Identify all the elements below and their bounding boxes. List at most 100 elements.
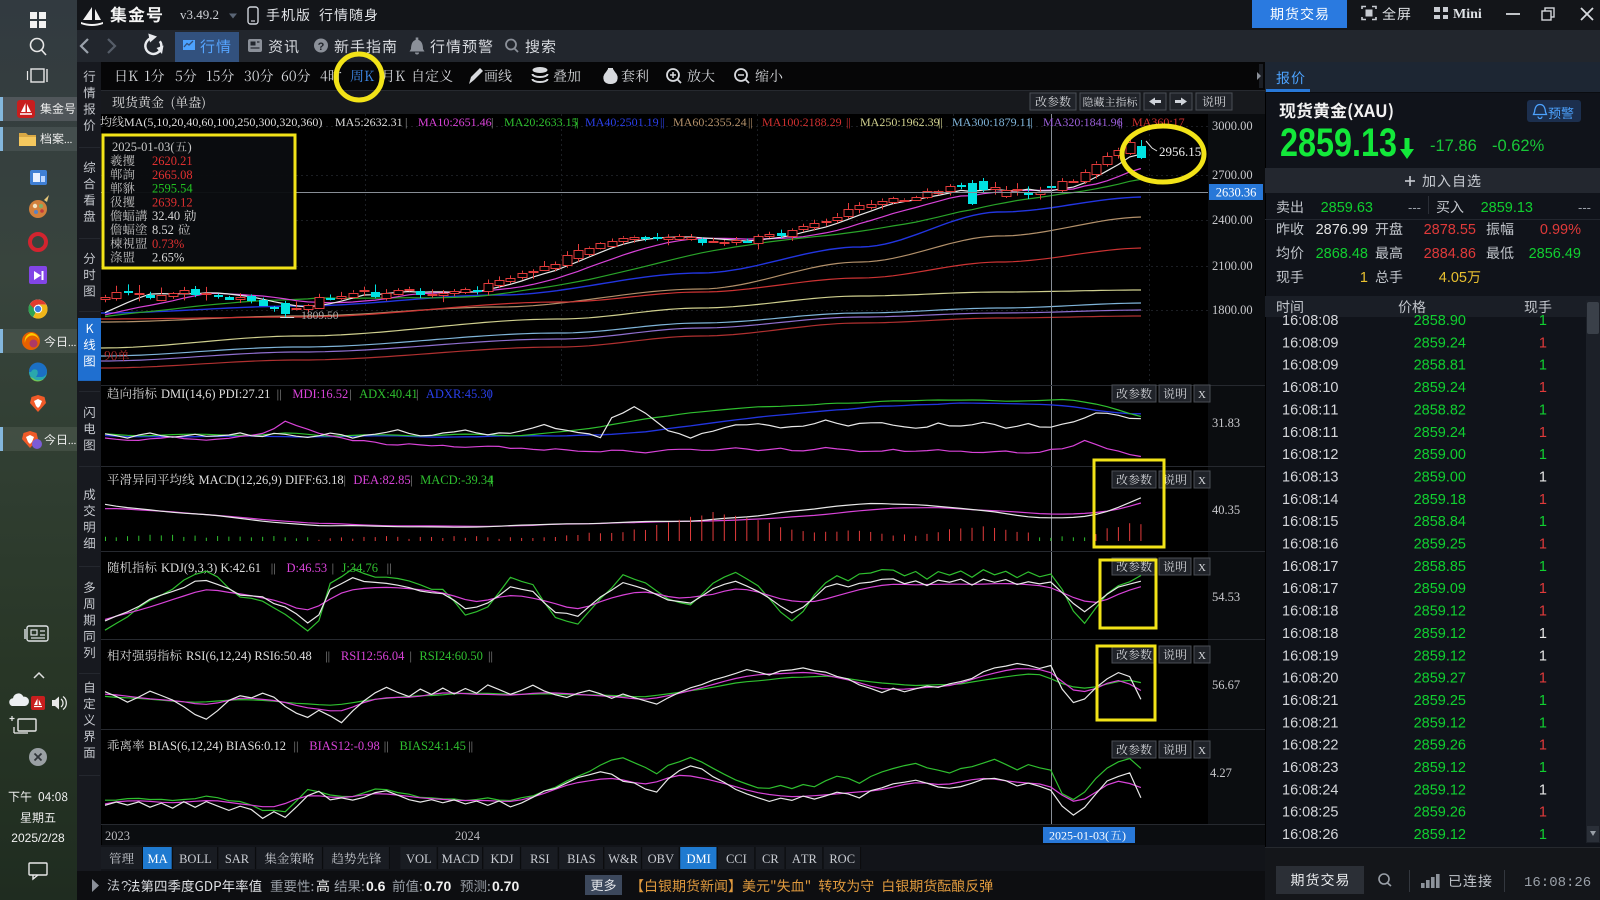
svg-text:2884.86: 2884.86 bbox=[1424, 246, 1476, 262]
svg-text:MACD: MACD bbox=[442, 852, 480, 866]
svg-text:40.35: 40.35 bbox=[1212, 503, 1240, 517]
svg-text:16:08:25: 16:08:25 bbox=[1282, 805, 1338, 821]
svg-text:2859.12: 2859.12 bbox=[1414, 626, 1466, 642]
svg-text:16:08:24: 16:08:24 bbox=[1282, 782, 1338, 798]
svg-text:2700.00: 2700.00 bbox=[1212, 168, 1253, 182]
svg-text:X: X bbox=[1198, 389, 1206, 401]
svg-text:BIAS(6,12,24) BIAS6:0.12: BIAS(6,12,24) BIAS6:0.12 bbox=[149, 739, 287, 753]
svg-text:16:08:17: 16:08:17 bbox=[1282, 581, 1338, 597]
svg-text:DEA:82.85: DEA:82.85 bbox=[353, 473, 410, 487]
svg-text:ROC: ROC bbox=[829, 852, 855, 866]
svg-text:MA250:1962.39: MA250:1962.39 bbox=[860, 115, 940, 129]
svg-text:2858.82: 2858.82 bbox=[1414, 402, 1466, 418]
svg-text:16:08:10: 16:08:10 bbox=[1282, 380, 1338, 396]
svg-text:2859.25: 2859.25 bbox=[1414, 537, 1466, 553]
svg-text:RSI24:60.50: RSI24:60.50 bbox=[419, 649, 483, 663]
svg-text:?: ? bbox=[318, 41, 325, 53]
svg-text:||: || bbox=[384, 739, 389, 753]
svg-text:v3.49.2: v3.49.2 bbox=[180, 7, 219, 22]
svg-text:2665.08: 2665.08 bbox=[152, 168, 193, 182]
svg-text:1: 1 bbox=[1539, 626, 1547, 642]
svg-text:54.53: 54.53 bbox=[1212, 590, 1240, 604]
svg-text:RSI12:56.04: RSI12:56.04 bbox=[341, 649, 405, 663]
svg-text:2868.48: 2868.48 bbox=[1316, 246, 1368, 262]
svg-text:||: || bbox=[294, 739, 299, 753]
svg-text:DMI: DMI bbox=[686, 852, 710, 866]
svg-text:||: || bbox=[468, 739, 473, 753]
svg-text:2595.54: 2595.54 bbox=[152, 182, 193, 196]
svg-text:16:08:16: 16:08:16 bbox=[1282, 537, 1338, 553]
svg-text:2859.12: 2859.12 bbox=[1414, 760, 1466, 776]
svg-text:1: 1 bbox=[1539, 648, 1547, 664]
svg-text:2859.25: 2859.25 bbox=[1414, 693, 1466, 709]
svg-text:56.67: 56.67 bbox=[1212, 678, 1240, 692]
svg-text:||: || bbox=[277, 387, 282, 401]
svg-text:SAR: SAR bbox=[225, 852, 250, 866]
svg-text:MA5:2632.31: MA5:2632.31 bbox=[335, 115, 403, 129]
svg-text:DMI(14,6) PDI:27.21: DMI(14,6) PDI:27.21 bbox=[161, 387, 270, 401]
svg-text:2876.99: 2876.99 bbox=[1316, 222, 1368, 238]
svg-text:16:08:19: 16:08:19 bbox=[1282, 648, 1338, 664]
svg-text:1: 1 bbox=[1539, 469, 1547, 485]
svg-text:CR: CR bbox=[762, 852, 779, 866]
svg-text:1800.00: 1800.00 bbox=[1212, 303, 1253, 317]
svg-text:2859.24: 2859.24 bbox=[1414, 335, 1466, 351]
svg-text:MA320:1841.96: MA320:1841.96 bbox=[1043, 115, 1123, 129]
svg-text:ADXR:45.30: ADXR:45.30 bbox=[426, 387, 493, 401]
svg-text:2100.00: 2100.00 bbox=[1212, 259, 1253, 273]
svg-text:16:08:15: 16:08:15 bbox=[1282, 514, 1338, 530]
svg-text:2859.13: 2859.13 bbox=[1481, 200, 1533, 216]
svg-text:1: 1 bbox=[1539, 715, 1547, 731]
svg-text:W&R: W&R bbox=[608, 852, 639, 866]
svg-text:2859.24: 2859.24 bbox=[1414, 380, 1466, 396]
svg-text:2858.85: 2858.85 bbox=[1414, 559, 1466, 575]
svg-text:OBV: OBV bbox=[648, 852, 674, 866]
svg-text:2859.18: 2859.18 bbox=[1414, 492, 1466, 508]
svg-text:MA20:2633.15: MA20:2633.15 bbox=[504, 115, 578, 129]
svg-text:RSI(6,12,24) RSI6:50.48: RSI(6,12,24) RSI6:50.48 bbox=[186, 649, 312, 663]
svg-text:2859.26: 2859.26 bbox=[1414, 738, 1466, 754]
svg-text:?: ? bbox=[121, 878, 128, 893]
svg-text:0.70: 0.70 bbox=[424, 878, 451, 894]
svg-text:|: | bbox=[349, 387, 352, 401]
svg-text:2023: 2023 bbox=[105, 829, 130, 843]
svg-text:||: || bbox=[938, 115, 943, 129]
svg-text:2639.12: 2639.12 bbox=[152, 195, 193, 209]
svg-text:---: --- bbox=[1408, 200, 1421, 215]
svg-text:||: || bbox=[325, 649, 330, 663]
svg-text:16:08:12: 16:08:12 bbox=[1282, 447, 1338, 463]
svg-text:BIAS: BIAS bbox=[567, 852, 596, 866]
svg-text:2858.81: 2858.81 bbox=[1414, 358, 1466, 374]
svg-text:16:08:09: 16:08:09 bbox=[1282, 335, 1338, 351]
svg-text:16:08:17: 16:08:17 bbox=[1282, 559, 1338, 575]
svg-text:2859.13: 2859.13 bbox=[1280, 121, 1397, 165]
svg-text:2630.36: 2630.36 bbox=[1216, 186, 1257, 200]
svg-text:2859.63: 2859.63 bbox=[1321, 200, 1373, 216]
svg-text:16:08:23: 16:08:23 bbox=[1282, 760, 1338, 776]
svg-text:1: 1 bbox=[1539, 760, 1547, 776]
svg-text:KDJ: KDJ bbox=[491, 852, 514, 866]
svg-text:2858.90: 2858.90 bbox=[1414, 313, 1466, 329]
svg-text:Mini: Mini bbox=[1453, 7, 1482, 22]
svg-text:VOL: VOL bbox=[406, 852, 432, 866]
svg-text:16:08:08: 16:08:08 bbox=[1282, 313, 1338, 329]
svg-text:): ) bbox=[188, 140, 192, 154]
svg-text:1: 1 bbox=[1539, 782, 1547, 798]
svg-text:|: | bbox=[410, 649, 413, 663]
svg-text:2859.12: 2859.12 bbox=[1414, 604, 1466, 620]
svg-text:2859.24: 2859.24 bbox=[1414, 425, 1466, 441]
svg-text:16:08:09: 16:08:09 bbox=[1282, 358, 1338, 374]
svg-text:2025/2/28: 2025/2/28 bbox=[11, 831, 65, 845]
svg-text:J:34.76: J:34.76 bbox=[342, 561, 378, 575]
svg-text:2024: 2024 bbox=[455, 829, 481, 843]
svg-text:0.99%: 0.99% bbox=[1540, 222, 1581, 238]
svg-text:-0.62%: -0.62% bbox=[1492, 137, 1545, 155]
svg-text:1: 1 bbox=[1539, 805, 1547, 821]
svg-text:16:08:20: 16:08:20 bbox=[1282, 671, 1338, 687]
svg-text:31.83: 31.83 bbox=[1212, 416, 1240, 430]
svg-text:16:08:18: 16:08:18 bbox=[1282, 604, 1338, 620]
svg-text:MA40:2501.19: MA40:2501.19 bbox=[585, 115, 659, 129]
svg-text:|: | bbox=[405, 115, 407, 129]
svg-text:KDJ(9,3,3) K:42.61: KDJ(9,3,3) K:42.61 bbox=[161, 561, 261, 575]
svg-text:MACD:-39.34: MACD:-39.34 bbox=[420, 473, 494, 487]
